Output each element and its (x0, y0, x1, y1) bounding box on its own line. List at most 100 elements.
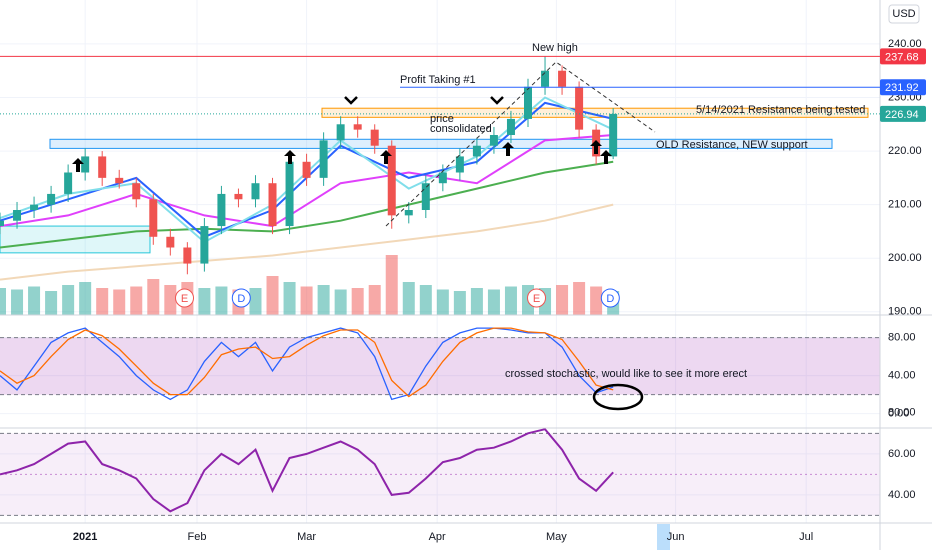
candle-body (234, 193, 243, 200)
candle-body (336, 124, 345, 141)
price-label: 226.94 (885, 109, 919, 121)
volume-bar (334, 289, 347, 315)
x-tick-label: 2021 (73, 531, 97, 543)
arrow-up (380, 150, 392, 164)
candle-body (506, 118, 515, 135)
volume-bar (283, 282, 296, 315)
price-label: 237.68 (885, 51, 919, 63)
candle-body (132, 183, 141, 200)
volume-bar (249, 288, 262, 315)
event-label: E (181, 293, 188, 305)
candle-body (353, 124, 362, 130)
price-label-bg (880, 105, 926, 122)
volume-bar (300, 286, 313, 315)
x-tick-label: Mar (297, 531, 316, 543)
currency-button[interactable] (888, 4, 920, 24)
candle-body (64, 172, 73, 194)
moving-average (0, 134, 614, 228)
panes (0, 0, 880, 523)
indicator-line (0, 428, 614, 513)
circle-annotation (592, 383, 644, 411)
annotation: consolidated (430, 123, 492, 135)
volume-bar (45, 291, 58, 315)
y-tick-label: 220.00 (888, 145, 922, 157)
annotation: Profit Taking #1 (400, 74, 476, 86)
zone (321, 107, 869, 118)
volume-bar (28, 286, 41, 315)
zone (49, 138, 833, 149)
y-tick-label: 40.00 (888, 489, 916, 501)
event-label: D (237, 293, 245, 305)
candle-body (302, 161, 311, 178)
y-tick-label: 0.00 (888, 408, 909, 420)
candle-body (81, 156, 90, 173)
volume-bar (215, 286, 228, 315)
indicator-line (0, 327, 614, 401)
candle-body (404, 210, 413, 216)
candle-body (609, 113, 618, 157)
x-tick-label: Jul (799, 531, 813, 543)
volume-bar (436, 289, 449, 315)
volume-bar (487, 289, 500, 315)
volume-bar (0, 288, 6, 315)
volume-bar (147, 279, 160, 315)
arrow-up (502, 142, 514, 156)
candle-body (370, 129, 379, 146)
y-tick-label: 200.00 (888, 252, 922, 264)
volume-bar (11, 289, 24, 315)
candle-body (13, 210, 22, 221)
currency: USD (892, 8, 915, 20)
volume-bar (590, 286, 603, 315)
y-tick-label: 60.00 (888, 448, 916, 460)
price-label-bg (880, 79, 926, 96)
x-tick-label: May (546, 531, 567, 543)
candle-body (455, 156, 464, 173)
candle-body (166, 236, 175, 248)
price-label-bg (880, 48, 926, 65)
volume-bar (385, 255, 398, 315)
annotation: crossed stochastic, would like to see it… (505, 368, 747, 380)
event-label: D (606, 293, 614, 305)
moving-average (0, 160, 614, 249)
price-label: 231.92 (885, 82, 919, 94)
candle-body (268, 183, 277, 227)
annotation: New high (532, 42, 578, 54)
arrow-up (72, 158, 84, 172)
candle-body (200, 226, 209, 264)
trend-line (385, 61, 656, 227)
event-marker (231, 288, 251, 308)
event-label: E (533, 293, 540, 305)
y-tick-label: 80.00 (888, 407, 916, 419)
volume-bar (130, 286, 143, 315)
candle-body (30, 204, 39, 210)
candle-body (98, 156, 107, 178)
volume-bar (351, 288, 364, 315)
candle-body (183, 247, 192, 264)
x-tick-label: Jun (667, 531, 685, 543)
volume-bar (62, 285, 75, 315)
volume-bar (266, 276, 279, 315)
volume-bar (198, 288, 211, 315)
chevron (490, 96, 504, 105)
candle-body (47, 193, 56, 205)
volume-bar (419, 285, 432, 315)
volume-bar (96, 288, 109, 315)
candle-body (217, 193, 226, 227)
candle-body (387, 145, 396, 216)
candle-body (251, 183, 260, 200)
candle-body (558, 70, 567, 87)
arrow-up (590, 140, 602, 154)
volume-bar (79, 282, 92, 315)
candle-body (319, 140, 328, 178)
annotation: 5/14/2021 Resistance being tested (696, 104, 865, 116)
volume-bar (402, 282, 415, 315)
event-marker (175, 288, 195, 308)
volume-bar (470, 288, 483, 315)
candle-body (438, 172, 447, 184)
indicator-line (0, 327, 614, 398)
event-marker (600, 288, 620, 308)
candle-body (421, 183, 430, 210)
